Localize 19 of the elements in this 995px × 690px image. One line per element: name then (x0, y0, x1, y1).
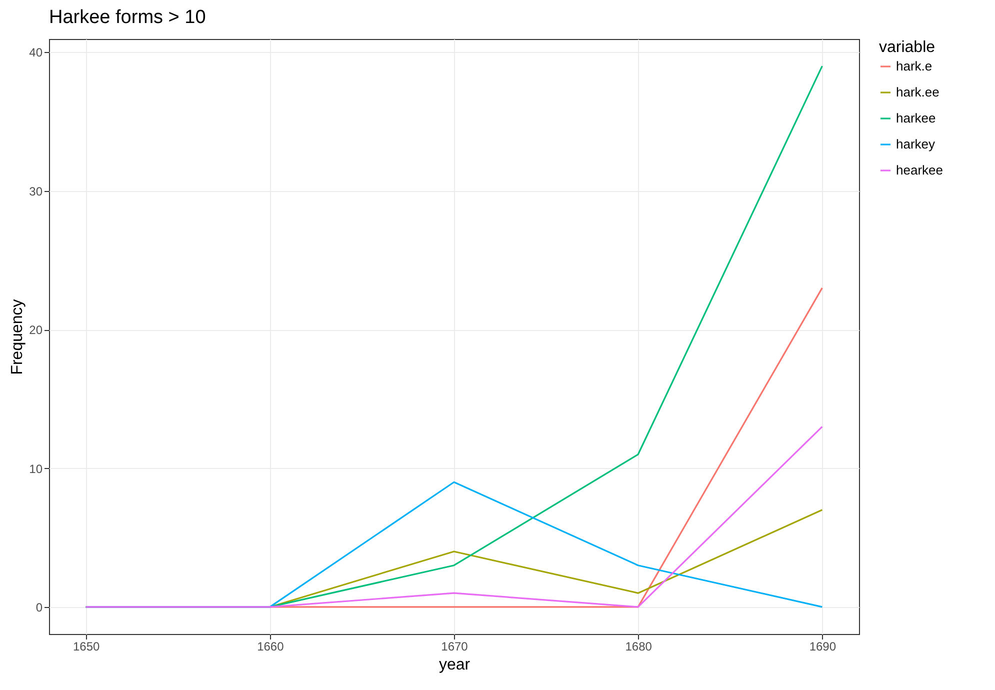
y-tick-label: 0 (36, 600, 43, 614)
y-tick-label: 20 (29, 323, 43, 338)
legend-label: harkey (896, 136, 936, 152)
legend-title: variable (879, 39, 936, 56)
x-tick-label: 1660 (257, 640, 284, 654)
x-tick-label: 1670 (441, 640, 468, 654)
x-tick-label: 1680 (625, 640, 652, 654)
x-axis-title: year (438, 656, 471, 674)
x-tick-label: 1690 (809, 640, 836, 654)
chart-title: Harkee forms > 10 (49, 7, 206, 28)
x-tick-label: 1650 (72, 640, 100, 654)
legend-label: harkee (896, 110, 936, 126)
y-axis-title: Frequency (9, 299, 26, 375)
y-tick-label: 30 (29, 184, 43, 198)
y-tick-label: 40 (29, 46, 43, 60)
y-tick-label: 10 (29, 462, 43, 476)
legend-label: hark.e (896, 58, 932, 74)
legend-label: hearkee (896, 162, 943, 178)
legend-label: hark.ee (896, 84, 940, 100)
